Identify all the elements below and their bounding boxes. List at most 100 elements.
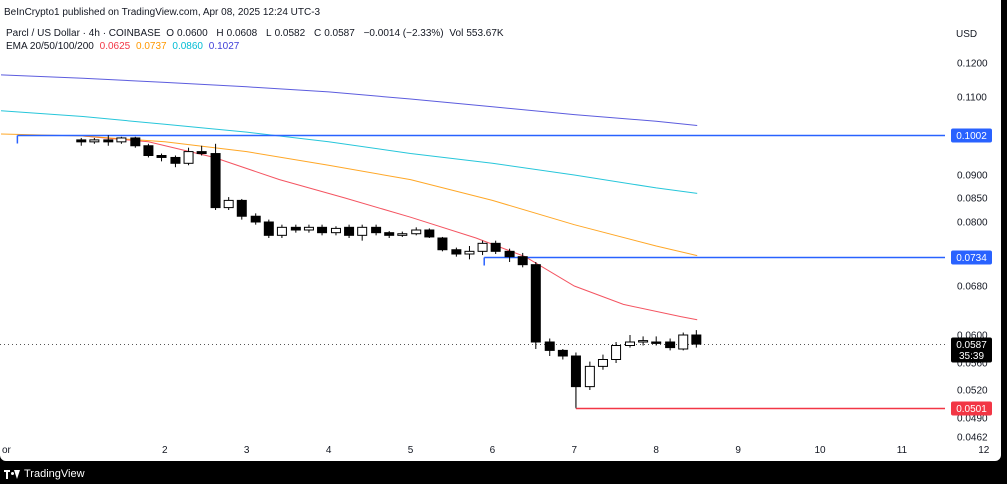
chart-panel: BeInCrypto1 published on TradingView.com… xyxy=(0,0,1001,461)
candle-body xyxy=(464,250,475,255)
currency-label[interactable]: USD xyxy=(956,29,978,40)
candle-body xyxy=(624,341,635,346)
y-tick-label: 0.0520 xyxy=(957,386,988,397)
candle-body xyxy=(451,249,462,255)
candle-body xyxy=(638,340,649,343)
last-price-tag xyxy=(951,337,992,363)
candle-body xyxy=(276,226,287,236)
level-price-tag xyxy=(951,128,992,143)
y-tick-label: 0.0850 xyxy=(957,194,988,205)
y-tick-label: 0.0900 xyxy=(957,171,988,182)
candle-body xyxy=(584,365,595,388)
x-tick-label: 6 xyxy=(490,445,496,456)
candle-body xyxy=(411,229,422,235)
candle-body xyxy=(691,334,702,345)
candle-body xyxy=(236,199,247,217)
candle-body xyxy=(424,229,435,238)
candle-body xyxy=(597,359,608,367)
candle-body xyxy=(130,137,141,147)
ema200-value: 0.1027 xyxy=(208,41,240,52)
ema20-value: 0.0625 xyxy=(99,41,131,52)
candle-body xyxy=(196,151,207,155)
ohlc-high: H 0.0608 xyxy=(216,28,258,39)
candle-body xyxy=(330,227,341,234)
x-tick-label: 2 xyxy=(162,445,168,456)
y-tick-label: 0.0462 xyxy=(957,433,988,444)
x-tick-label: 10 xyxy=(814,445,826,456)
candle-body xyxy=(371,226,382,234)
y-tick-label: 0.1100 xyxy=(957,93,987,104)
footer: TradingView xyxy=(4,467,85,481)
y-tick-label: 0.0680 xyxy=(957,282,988,293)
candle-body xyxy=(570,355,581,388)
candle-body xyxy=(344,226,355,236)
candle-body xyxy=(357,226,368,236)
candle-body xyxy=(490,242,501,252)
price-chart[interactable]: 0.1200 0.1100 0.0900 0.0850 0.0800 0.0680 0.06… xyxy=(0,0,1001,461)
symbol-legend: Parcl / US Dollar · 4h · COINBASE O 0.060… xyxy=(6,28,510,39)
y-tick-label: 0.0490 xyxy=(957,414,988,425)
level-price-label: 0.0501 xyxy=(956,404,987,415)
x-tick-label: 8 xyxy=(653,445,659,456)
ema-line-ema20 xyxy=(82,135,698,321)
ohlc-open: O 0.0600 xyxy=(166,28,208,39)
ohlc-close: C 0.0587 xyxy=(313,28,355,39)
footer-brand[interactable]: TradingView xyxy=(24,468,85,480)
x-tick-label: 11 xyxy=(897,445,908,456)
candle-body xyxy=(317,226,328,234)
candle-body xyxy=(143,145,154,156)
candle-body xyxy=(517,256,528,266)
candle-body xyxy=(170,156,181,164)
x-tick-label: 4 xyxy=(326,445,332,456)
y-tick-label: 0.0560 xyxy=(957,359,988,370)
candle-body xyxy=(437,237,448,251)
last-price-label: 0.0587 xyxy=(956,340,987,351)
x-tick-label: 5 xyxy=(408,445,414,456)
candle-body xyxy=(384,232,395,236)
ohlc-low: L 0.0582 xyxy=(266,28,306,39)
candle-body xyxy=(250,215,261,223)
symbol-title[interactable]: Parcl / US Dollar · 4h · COINBASE xyxy=(6,28,161,39)
candle-body xyxy=(397,233,408,236)
level-price-tag xyxy=(951,250,992,265)
candle-body xyxy=(89,139,100,143)
candle-body xyxy=(477,242,488,252)
level-price-tag xyxy=(951,401,992,416)
candle-body xyxy=(103,139,114,143)
candle-body xyxy=(156,155,167,158)
x-tick-label: or xyxy=(2,445,12,456)
y-tick-label: 0.0800 xyxy=(957,218,988,229)
candle-body xyxy=(210,153,221,209)
level-price-label: 0.1002 xyxy=(956,131,987,142)
candle-body xyxy=(651,341,662,344)
candle-body xyxy=(223,199,234,209)
ohlc-change: −0.0014 (−2.33%) xyxy=(363,28,444,39)
level-price-label: 0.0734 xyxy=(956,253,987,264)
candle-body xyxy=(530,264,541,343)
ema-title: EMA 20/50/100/200 xyxy=(6,41,94,52)
candle-body xyxy=(504,250,515,258)
candle-body xyxy=(290,226,301,231)
candle-body xyxy=(303,226,314,231)
ema-legend[interactable]: EMA 20/50/100/200 0.0625 0.0737 0.0860 0… xyxy=(6,41,242,52)
volume: Vol 553.67K xyxy=(449,28,504,39)
candle-body xyxy=(183,151,194,164)
candle-body xyxy=(76,139,87,143)
x-tick-label: 7 xyxy=(572,445,578,456)
countdown-label: 35:39 xyxy=(959,351,984,362)
candle-body xyxy=(557,349,568,357)
x-tick-label: 3 xyxy=(244,445,250,456)
tradingview-logo-icon xyxy=(4,469,20,479)
y-tick-label: 0.0600 xyxy=(957,331,988,342)
candle-body xyxy=(116,137,127,143)
ema50-value: 0.0737 xyxy=(136,41,167,52)
x-tick-label: 9 xyxy=(735,445,741,456)
candle-body xyxy=(263,221,274,236)
ema100-value: 0.0860 xyxy=(172,41,203,52)
publish-info: BeInCrypto1 published on TradingView.com… xyxy=(4,7,321,18)
candle-body xyxy=(678,334,689,350)
candle-body xyxy=(611,345,622,360)
y-tick-label: 0.1200 xyxy=(957,59,988,70)
ema-line-ema200 xyxy=(0,74,698,126)
